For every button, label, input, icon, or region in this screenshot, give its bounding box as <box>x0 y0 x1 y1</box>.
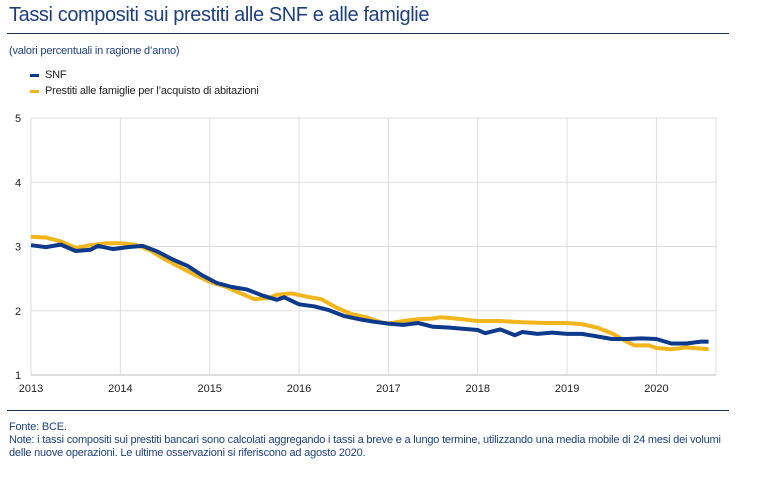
x-tick-label: 2018 <box>465 383 489 395</box>
x-tick-label: 2013 <box>19 383 43 395</box>
x-tick-label: 2019 <box>555 383 579 395</box>
series-line-famiglie <box>30 234 709 352</box>
legend-item-snf: SNF <box>30 69 67 81</box>
note-text: Note: i tassi compositi sui prestiti ban… <box>9 434 721 459</box>
y-tick-label: 5 <box>15 113 21 125</box>
chart-title: Tassi compositi sui prestiti alle SNF e … <box>9 4 430 26</box>
footer-divider <box>7 410 729 411</box>
x-tick-label: 2014 <box>108 383 132 395</box>
x-tick-label: 2017 <box>376 383 400 395</box>
legend-swatch-famiglie <box>30 89 39 93</box>
legend-item-famiglie: Prestiti alle famiglie per l’acquisto di… <box>30 85 259 97</box>
x-tick-label: 2020 <box>644 383 668 395</box>
chart-subtitle: (valori percentuali in ragione d’anno) <box>9 45 180 57</box>
x-tick-label: 2016 <box>287 383 311 395</box>
legend-swatch-snf <box>30 73 39 77</box>
y-tick-label: 2 <box>15 306 21 318</box>
series-line-snf <box>30 242 709 346</box>
line-chart: 1 2 3 4 5 2013 2014 2015 2016 2017 2018 2019 2020 <box>15 113 717 395</box>
x-tick-label: 2015 <box>197 383 221 395</box>
y-tick-label: 4 <box>15 177 21 189</box>
source-text: Fonte: BCE. <box>9 421 67 433</box>
legend-label-famiglie: Prestiti alle famiglie per l’acquisto di… <box>45 85 259 97</box>
y-tick-label: 1 <box>15 370 21 382</box>
title-divider <box>7 33 729 34</box>
y-tick-label: 3 <box>15 242 21 254</box>
legend-label-snf: SNF <box>45 69 67 81</box>
